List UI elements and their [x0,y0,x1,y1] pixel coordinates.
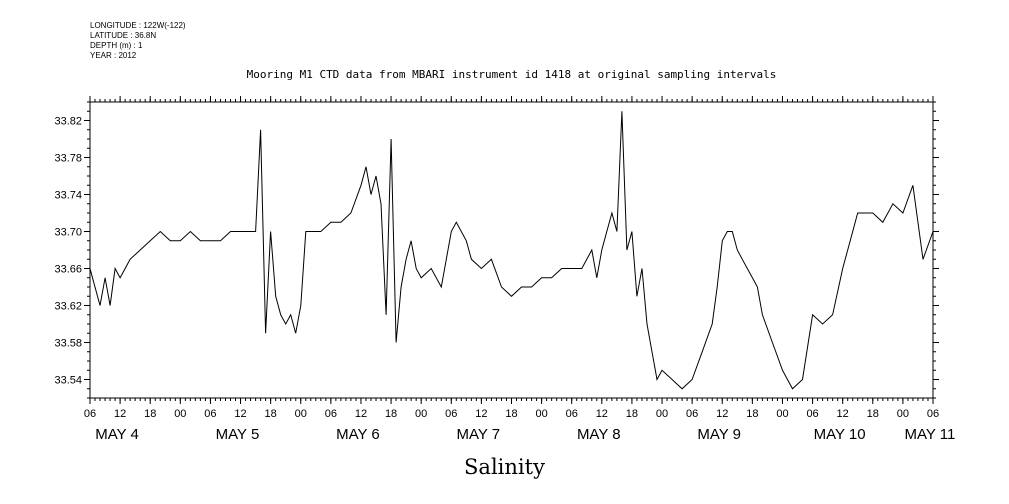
x-tick-label: 18 [746,408,758,420]
chart-title: Mooring M1 CTD data from MBARI instrumen… [246,68,777,81]
day-label: MAY 6 [336,426,380,443]
y-tick-label: 33.82 [54,116,82,128]
x-tick-label: 18 [265,408,277,420]
y-tick-label: 33.62 [54,301,82,313]
y-tick-label: 33.74 [54,190,82,202]
x-tick-label: 18 [505,408,517,420]
day-label: MAY 10 [814,426,866,443]
day-label: MAY 7 [457,426,501,443]
x-tick-label: 06 [686,408,698,420]
day-label: MAY 8 [577,426,621,443]
y-tick-label: 33.66 [54,264,82,276]
x-tick-label: 18 [626,408,638,420]
x-tick-label: 06 [927,408,939,420]
longitude-text: LONGITUDE : 122W(-122) [90,21,186,30]
x-tick-label: 00 [897,408,909,420]
x-tick-label: 12 [837,408,849,420]
x-tick-label: 00 [776,408,788,420]
y-tick-label: 33.54 [54,375,82,387]
x-tick-label: 06 [806,408,818,420]
variable-label: Salinity [464,455,545,479]
day-label: MAY 5 [216,426,260,443]
x-tick-label: 18 [385,408,397,420]
x-tick-label: 06 [445,408,457,420]
y-tick-label: 33.58 [54,338,82,350]
y-tick-label: 33.78 [54,153,82,165]
salinity-series-line [89,111,934,390]
minor-ticks [87,99,936,401]
x-tick-label: 18 [144,408,156,420]
y-axis: 33.54 33.58 33.62 33.66 33.70 33.74 33.78 33.82 [54,116,939,387]
y-tick-label: 33.70 [54,227,82,239]
x-tick-label: 06 [204,408,216,420]
x-tick-label: 00 [415,408,427,420]
x-axis: 06 12 18 00 06 12 18 00 06 12 18 00 06 12 18 00 06 12 18 00… [84,96,956,443]
day-label: MAY 9 [697,426,741,443]
x-tick-label: 12 [355,408,367,420]
x-tick-label: 00 [174,408,186,420]
x-tick-label: 18 [867,408,879,420]
x-tick-label: 00 [656,408,668,420]
x-tick-label: 06 [84,408,96,420]
x-tick-label: 12 [596,408,608,420]
year-text: YEAR : 2012 [90,51,137,60]
x-tick-label: 12 [234,408,246,420]
latitude-text: LATITUDE : 36.8N [90,31,157,40]
x-tick-label: 06 [325,408,337,420]
x-tick-label: 00 [535,408,547,420]
x-tick-label: 12 [716,408,728,420]
x-tick-label: 00 [295,408,307,420]
day-label: MAY 4 [95,426,139,443]
depth-text: DEPTH (m) : 1 [90,41,143,50]
metadata-block: LONGITUDE : 122W(-122) LATITUDE : 36.8N … [90,21,186,61]
x-tick-label: 06 [566,408,578,420]
x-tick-label: 12 [114,408,126,420]
x-tick-label: 12 [475,408,487,420]
day-label: MAY 11 [905,426,956,443]
